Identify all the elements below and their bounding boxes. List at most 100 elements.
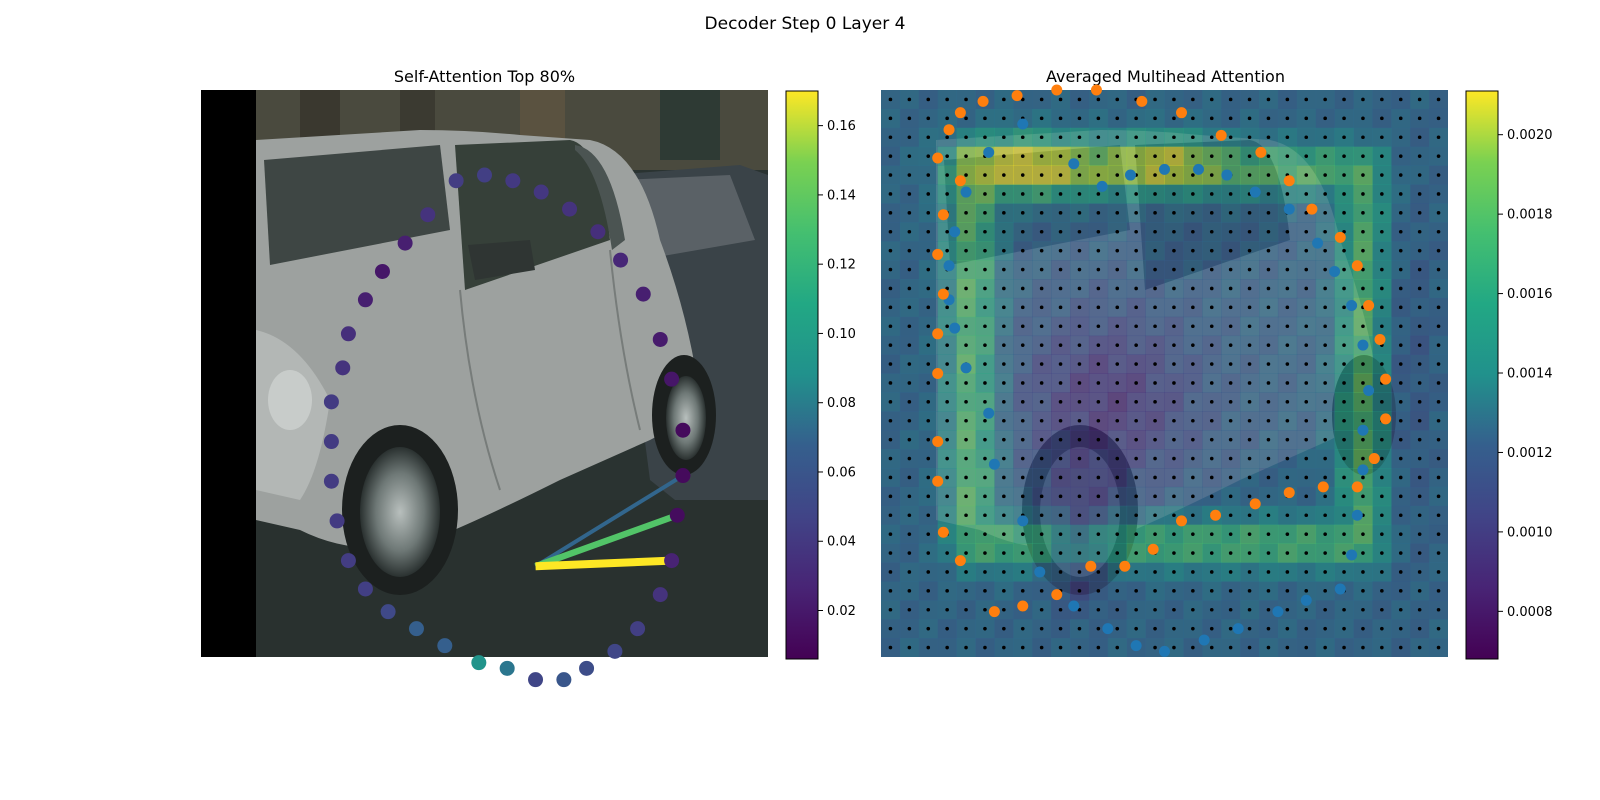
reference-dot: [1417, 154, 1422, 158]
attention-point-30: [323, 394, 339, 410]
reference-dot: [1077, 97, 1082, 102]
reference-dot: [888, 645, 893, 650]
reference-dot: [983, 116, 987, 121]
reference-dot: [926, 192, 931, 196]
reference-dot: [1285, 437, 1290, 442]
reference-dot: [1153, 135, 1157, 140]
reference-dot: [1436, 626, 1441, 631]
reference-dot: [1020, 305, 1025, 310]
reference-dot: [907, 589, 912, 593]
reference-dot: [1361, 97, 1365, 102]
reference-dot: [1228, 607, 1233, 612]
reference-dot: [1209, 305, 1214, 310]
reference-dot: [1266, 229, 1271, 234]
reference-dot: [1417, 211, 1422, 215]
reference-dot: [1266, 97, 1271, 102]
reference-dot: [1323, 343, 1327, 347]
reference-dot: [1228, 551, 1233, 555]
attention-point-7: [635, 286, 651, 302]
keypoint-s1-33: [937, 526, 949, 538]
keypoint-s1-11: [1283, 175, 1295, 187]
reference-dot: [1304, 135, 1309, 140]
reference-dot: [1417, 589, 1422, 593]
reference-dot: [1361, 154, 1365, 158]
reference-dot: [926, 267, 931, 272]
reference-dot: [945, 400, 949, 404]
keypoint-s0-0: [1124, 169, 1136, 181]
colorbar-tick-label: 0.0020: [1507, 128, 1553, 143]
reference-dot: [1266, 305, 1271, 310]
reference-dot: [1247, 343, 1252, 347]
reference-dot: [1153, 343, 1157, 347]
reference-dot: [1361, 400, 1365, 404]
reference-dot: [1342, 154, 1346, 158]
reference-dot: [1077, 589, 1082, 593]
reference-dot: [983, 343, 987, 347]
reference-dot: [1134, 589, 1138, 593]
reference-dot: [1134, 362, 1138, 366]
reference-dot: [1096, 607, 1101, 612]
reference-dot: [1191, 154, 1195, 158]
reference-dot: [1361, 607, 1365, 612]
reference-dot: [1380, 267, 1384, 272]
left-panel-title: Self-Attention Top 80%: [394, 67, 575, 86]
keypoint-s0-11: [1357, 424, 1369, 436]
reference-dot: [1096, 400, 1101, 404]
colorbar-tick-label: 0.16: [827, 119, 856, 134]
attention-point-11: [675, 468, 691, 484]
reference-dot: [907, 154, 912, 158]
left-colorbar: [785, 90, 819, 660]
reference-dot: [1228, 645, 1233, 650]
reference-dot: [1020, 570, 1025, 574]
reference-dot: [1342, 532, 1346, 536]
reference-dot: [1323, 607, 1327, 612]
reference-dot: [1266, 532, 1271, 536]
reference-dot: [926, 211, 931, 215]
reference-dot: [1247, 551, 1252, 555]
reference-dot: [1002, 97, 1006, 102]
reference-dot: [1191, 192, 1195, 196]
reference-dot: [1304, 286, 1309, 291]
reference-dot: [1304, 324, 1309, 329]
reference-dot: [926, 437, 931, 442]
reference-dot: [1436, 173, 1441, 177]
reference-dot: [1436, 570, 1441, 574]
reference-dot: [1115, 607, 1120, 612]
reference-dot: [1134, 192, 1138, 196]
reference-dot: [983, 324, 987, 329]
reference-dot: [1436, 381, 1441, 385]
reference-dot: [1039, 381, 1044, 385]
reference-dot: [1115, 381, 1120, 385]
reference-dot: [1115, 532, 1120, 536]
reference-dot: [1380, 192, 1384, 196]
reference-dot: [1002, 475, 1006, 480]
reference-dot: [1228, 437, 1233, 442]
attention-point-21: [471, 655, 487, 671]
reference-dot: [1096, 475, 1101, 480]
reference-dot: [1020, 400, 1025, 404]
keypoint-s0-32: [949, 226, 961, 238]
reference-dot: [983, 626, 987, 631]
attention-point-32: [340, 326, 356, 342]
reference-dot: [1380, 362, 1384, 366]
reference-dot: [1096, 229, 1101, 234]
reference-dot: [1323, 324, 1327, 329]
reference-dot: [1077, 192, 1082, 196]
reference-dot: [1134, 229, 1138, 234]
reference-dot: [1172, 343, 1176, 347]
reference-dot: [1247, 607, 1252, 612]
reference-dot: [1342, 456, 1346, 461]
reference-dot: [1266, 135, 1271, 140]
keypoint-s1-27: [1119, 560, 1131, 572]
reference-dot: [1058, 192, 1063, 196]
reference-dot: [1323, 267, 1327, 272]
reference-dot: [926, 532, 931, 536]
keypoint-s1-39: [932, 248, 944, 260]
reference-dot: [888, 229, 893, 234]
reference-dot: [1058, 305, 1063, 310]
keypoint-s1-37: [932, 328, 944, 340]
reference-dot: [1228, 418, 1233, 423]
reference-dot: [1342, 343, 1346, 347]
keypoint-s0-17: [1272, 606, 1284, 618]
reference-dot: [1323, 626, 1327, 631]
